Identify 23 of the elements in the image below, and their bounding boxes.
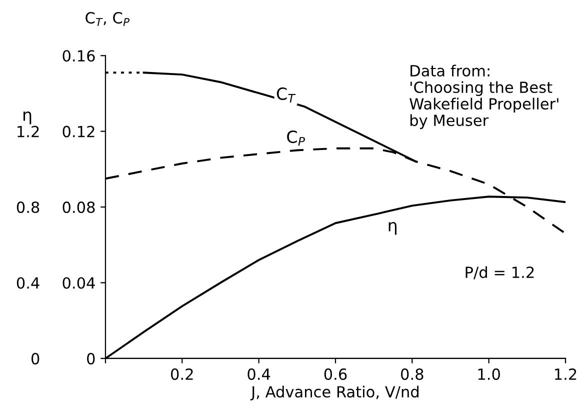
annotation: Data from: 'Choosing the Best Wakefield Propeller' by Meuser: [410, 64, 558, 130]
y-tick-label: 0.04: [62, 277, 95, 289]
y-axis-title: C$_{T}$, C$_{P}$: [86, 12, 130, 26]
x-tick-label: 1.0: [478, 368, 500, 380]
x-tick-label: 0.4: [248, 368, 270, 380]
y2-tick-label: 1.2: [18, 126, 39, 138]
y-tick-label: 0.08: [62, 201, 95, 214]
x-axis-title: J, Advance Ratio, V/nd: [250, 386, 418, 400]
y-tick-label: 0: [87, 352, 95, 364]
y-tick-label: 0.16: [62, 50, 95, 62]
series-label: η: [388, 222, 396, 235]
x-tick-label: 1.2: [555, 368, 576, 380]
y2-axis-title: η: [24, 111, 32, 124]
y2-tick-label: 0: [31, 352, 40, 364]
x-tick-label: 0.6: [324, 368, 347, 380]
x-tick-label: 0.2: [171, 368, 193, 380]
y-tick-label: 0.12: [62, 126, 94, 138]
y2-tick-label: 0.4: [16, 277, 40, 289]
series-label: C$_{T}$: [276, 87, 296, 103]
series-label: C$_{P}$: [287, 130, 305, 146]
x-tick-label: 0.8: [401, 368, 424, 380]
y2-tick-label: 0.8: [16, 201, 40, 214]
annotation: P/d = 1.2: [466, 266, 534, 280]
